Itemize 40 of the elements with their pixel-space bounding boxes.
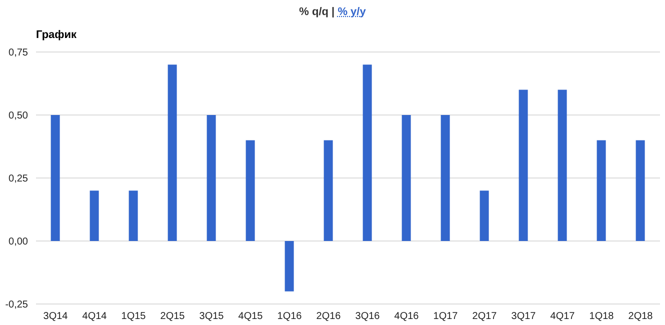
x-tick-label: 2Q18 [628, 311, 654, 322]
x-tick-label: 1Q18 [589, 311, 614, 322]
bar [324, 140, 333, 241]
text: % q/q | [299, 6, 336, 18]
x-tick-label: 3Q17 [511, 311, 536, 322]
y-tick-label: 0,25 [8, 174, 28, 185]
x-tick-label: 3Q14 [43, 311, 68, 322]
x-tick-label: 1Q16 [277, 311, 302, 322]
x-tick-label: 4Q16 [394, 311, 420, 322]
y-tick-label: 0,00 [8, 236, 28, 248]
x-tick-label: 3Q15 [199, 311, 224, 322]
x-tick-label: 2Q17 [472, 311, 498, 322]
bar [50, 115, 60, 241]
bar [402, 115, 411, 241]
x-tick-label: 4Q14 [82, 311, 108, 322]
bar [206, 115, 216, 241]
y-tick-label: -0,25 [5, 300, 28, 311]
bar [636, 140, 645, 241]
x-tick-label: 1Q15 [121, 311, 146, 322]
x-tick-label: 2Q15 [160, 311, 186, 322]
bar [362, 64, 372, 241]
x-tick-label: 3Q16 [355, 311, 380, 322]
y-tick-label: 0,75 [8, 48, 28, 59]
y-tick-label: 0,50 [8, 110, 28, 122]
bar [440, 115, 450, 241]
text: % y/y [338, 6, 366, 18]
bar [480, 190, 489, 241]
bar [90, 190, 99, 241]
bar [558, 90, 567, 241]
x-tick-label: 1Q17 [433, 311, 458, 322]
x-tick-label: 2Q16 [316, 311, 342, 322]
bar [168, 64, 177, 241]
bar [246, 140, 255, 241]
bar [596, 140, 606, 241]
chart-title: График [36, 29, 77, 41]
x-tick-label: 4Q15 [238, 311, 264, 322]
x-tick-label: 4Q17 [550, 311, 576, 322]
bar [518, 90, 528, 241]
bar [128, 190, 138, 241]
bar [284, 241, 294, 292]
